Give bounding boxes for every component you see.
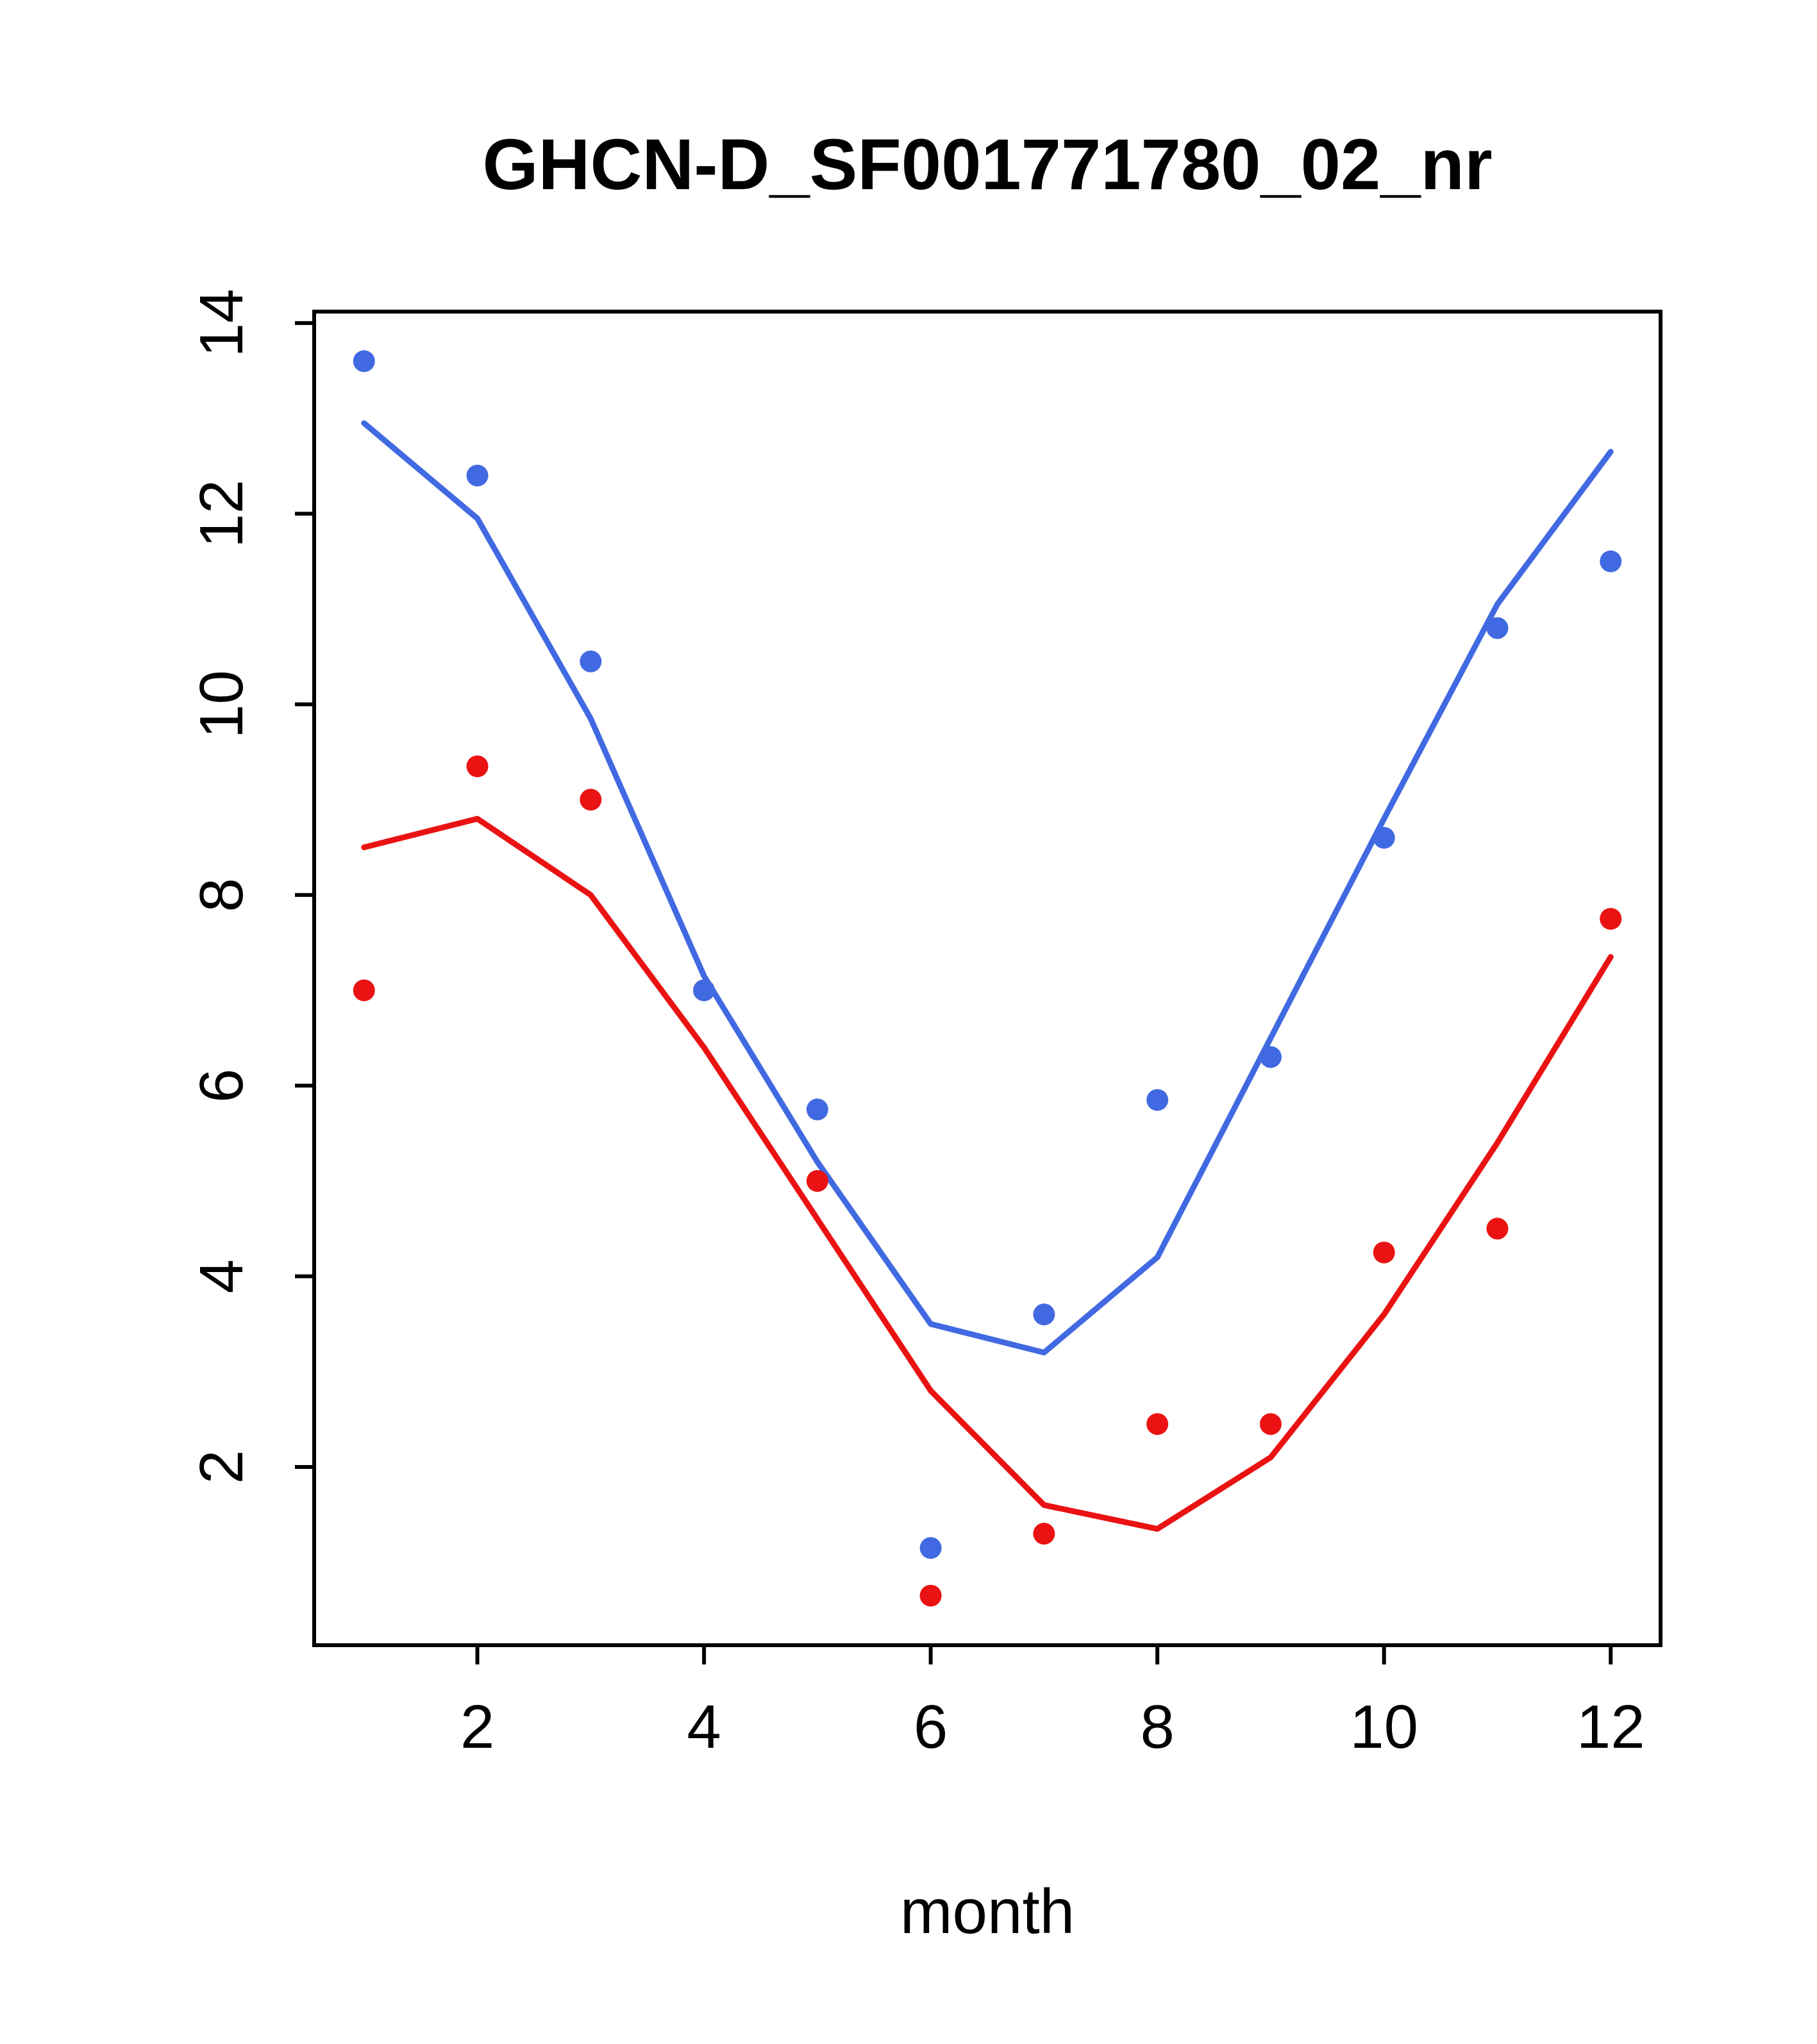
y-tick-label: 12 xyxy=(187,480,256,548)
series-blue-line xyxy=(361,420,1614,1356)
series-red-points-marker xyxy=(1259,1413,1282,1436)
series-red-points-marker xyxy=(1146,1413,1169,1436)
series-blue-points-marker xyxy=(1146,1089,1169,1111)
y-tick-label: 4 xyxy=(187,1259,256,1293)
y-tick-label: 6 xyxy=(187,1069,256,1103)
series-red-points-marker xyxy=(919,1584,942,1607)
series-red-points-marker xyxy=(580,789,602,811)
series-blue-points-marker xyxy=(1600,550,1622,573)
plot-box xyxy=(312,310,1662,1647)
x-tick-label: 12 xyxy=(1577,1693,1645,1761)
series-red-points-marker xyxy=(1033,1523,1055,1545)
plot-area: 2 4 6 8 10 12 2 4 6 8 10 12 14 xyxy=(187,289,1662,1761)
x-tick-label: 6 xyxy=(914,1693,948,1761)
series-red-points-marker xyxy=(806,1169,828,1192)
chart-title: GHCN-D_SF001771780_02_nr xyxy=(482,124,1492,205)
series-red-line xyxy=(361,816,1614,1532)
series-blue-points-marker xyxy=(919,1537,942,1559)
series-blue-points-marker xyxy=(466,464,489,487)
series-blue-points-marker xyxy=(693,979,716,1001)
series-blue-points-marker xyxy=(353,350,375,373)
x-tick-label: 2 xyxy=(460,1693,494,1761)
series-blue-points-marker xyxy=(580,650,602,673)
x-tick-label: 10 xyxy=(1350,1693,1418,1761)
x-tick-label: 4 xyxy=(687,1693,721,1761)
series-blue-points-marker xyxy=(1373,826,1395,849)
x-axis-label: month xyxy=(900,1876,1075,1947)
series-blue-points-marker xyxy=(1033,1303,1055,1326)
y-tick-label: 2 xyxy=(187,1450,256,1484)
y-tick-label: 10 xyxy=(187,670,256,739)
series-blue-points-marker xyxy=(1486,617,1509,639)
series-blue-points-marker xyxy=(806,1098,828,1121)
series-blue-points-marker xyxy=(1259,1046,1282,1068)
series-red-points-marker xyxy=(353,979,375,1001)
y-tick-label: 8 xyxy=(187,878,256,912)
series-red-points-marker xyxy=(466,755,489,778)
series-red-points-marker xyxy=(1486,1218,1509,1240)
series-red-points-marker xyxy=(1373,1241,1395,1264)
series-red-points-marker xyxy=(1600,908,1622,930)
x-tick-label: 8 xyxy=(1140,1693,1174,1761)
y-tick-label: 14 xyxy=(187,289,256,357)
